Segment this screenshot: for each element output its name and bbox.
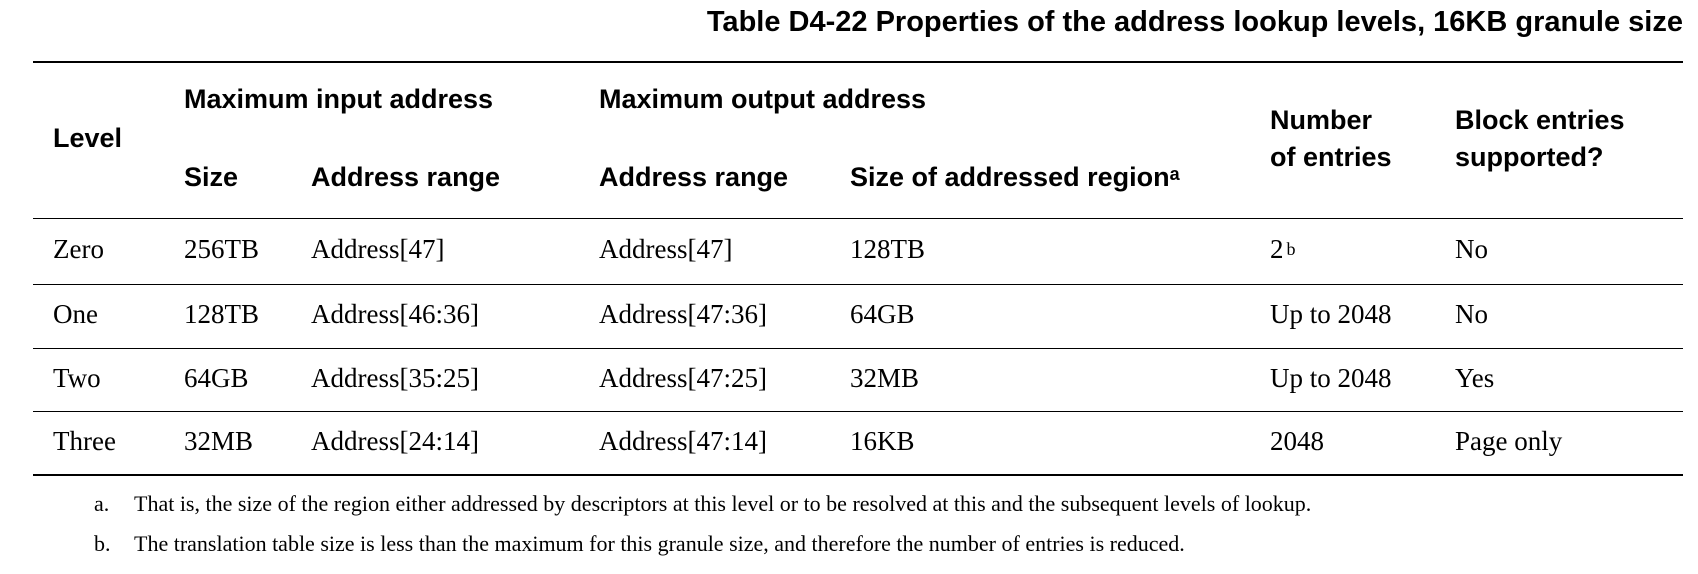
header-size-of-addressed-region: Size of addressed regiona — [850, 159, 1180, 196]
row-input-range: Address[35:25] — [311, 363, 479, 393]
row-output-range: Address[47:36] — [599, 299, 767, 329]
table-bottom-rule — [33, 474, 1683, 476]
row-output-range: Address[47:25] — [599, 363, 767, 393]
row-level: Two — [53, 363, 101, 393]
row-input-range: Address[47] — [311, 234, 445, 264]
row-output-range: Address[47] — [599, 234, 733, 264]
row-entries-value: 2 — [1270, 234, 1284, 264]
row-divider — [33, 284, 1683, 285]
row-block: No — [1455, 234, 1488, 264]
row-level: Zero — [53, 234, 104, 264]
header-input-address-range: Address range — [311, 162, 501, 192]
row-block: Page only — [1455, 426, 1563, 456]
row-input-size: 64GB — [184, 363, 249, 393]
row-input-range: Address[46:36] — [311, 299, 479, 329]
header-output-address-range: Address range — [599, 162, 789, 192]
row-entries: 2048 — [1270, 426, 1324, 456]
row-region-size: 32MB — [850, 363, 920, 393]
row-input-size: 128TB — [184, 299, 260, 329]
header-block-entries-supported: Block entries supported? — [1455, 102, 1625, 176]
footnote-mark: b. — [94, 531, 111, 556]
table-top-rule — [33, 61, 1683, 63]
header-entries-line2: of entries — [1270, 142, 1392, 172]
row-level: One — [53, 299, 98, 329]
footnote-ref-b: b — [1286, 239, 1296, 259]
table-title: Table D4-22 Properties of the address lo… — [706, 6, 1683, 38]
row-entries: Up to 2048 — [1270, 299, 1392, 329]
row-block: Yes — [1455, 363, 1495, 393]
footnote-text: The translation table size is less than … — [134, 531, 1185, 556]
header-region-label: Size of addressed region — [850, 162, 1170, 192]
header-max-input-address: Maximum input address — [184, 84, 494, 114]
row-input-size: 256TB — [184, 234, 260, 264]
header-bottom-rule — [33, 218, 1683, 219]
header-input-size: Size — [184, 162, 239, 192]
row-region-size: 16KB — [850, 426, 915, 456]
header-block-line2: supported? — [1455, 142, 1604, 172]
row-region-size: 64GB — [850, 299, 915, 329]
row-block: No — [1455, 299, 1488, 329]
footnote-b: b. The translation table size is less tha… — [94, 530, 1185, 558]
row-divider — [33, 348, 1683, 349]
footnote-ref-a: a — [1169, 164, 1180, 184]
row-entries: Up to 2048 — [1270, 363, 1392, 393]
footnote-mark: a. — [94, 491, 110, 516]
header-block-line1: Block entries — [1455, 105, 1625, 135]
header-entries-line1: Number — [1270, 105, 1373, 135]
row-output-range: Address[47:14] — [599, 426, 767, 456]
header-level: Level — [53, 123, 123, 153]
row-divider — [33, 411, 1683, 412]
row-input-size: 32MB — [184, 426, 254, 456]
footnote-text: That is, the size of the region either a… — [134, 491, 1312, 516]
row-region-size: 128TB — [850, 234, 926, 264]
header-max-output-address: Maximum output address — [599, 84, 927, 114]
footnote-a: a. That is, the size of the region either… — [94, 490, 1311, 518]
row-level: Three — [53, 426, 116, 456]
header-number-of-entries: Number of entries — [1270, 102, 1392, 176]
row-input-range: Address[24:14] — [311, 426, 479, 456]
